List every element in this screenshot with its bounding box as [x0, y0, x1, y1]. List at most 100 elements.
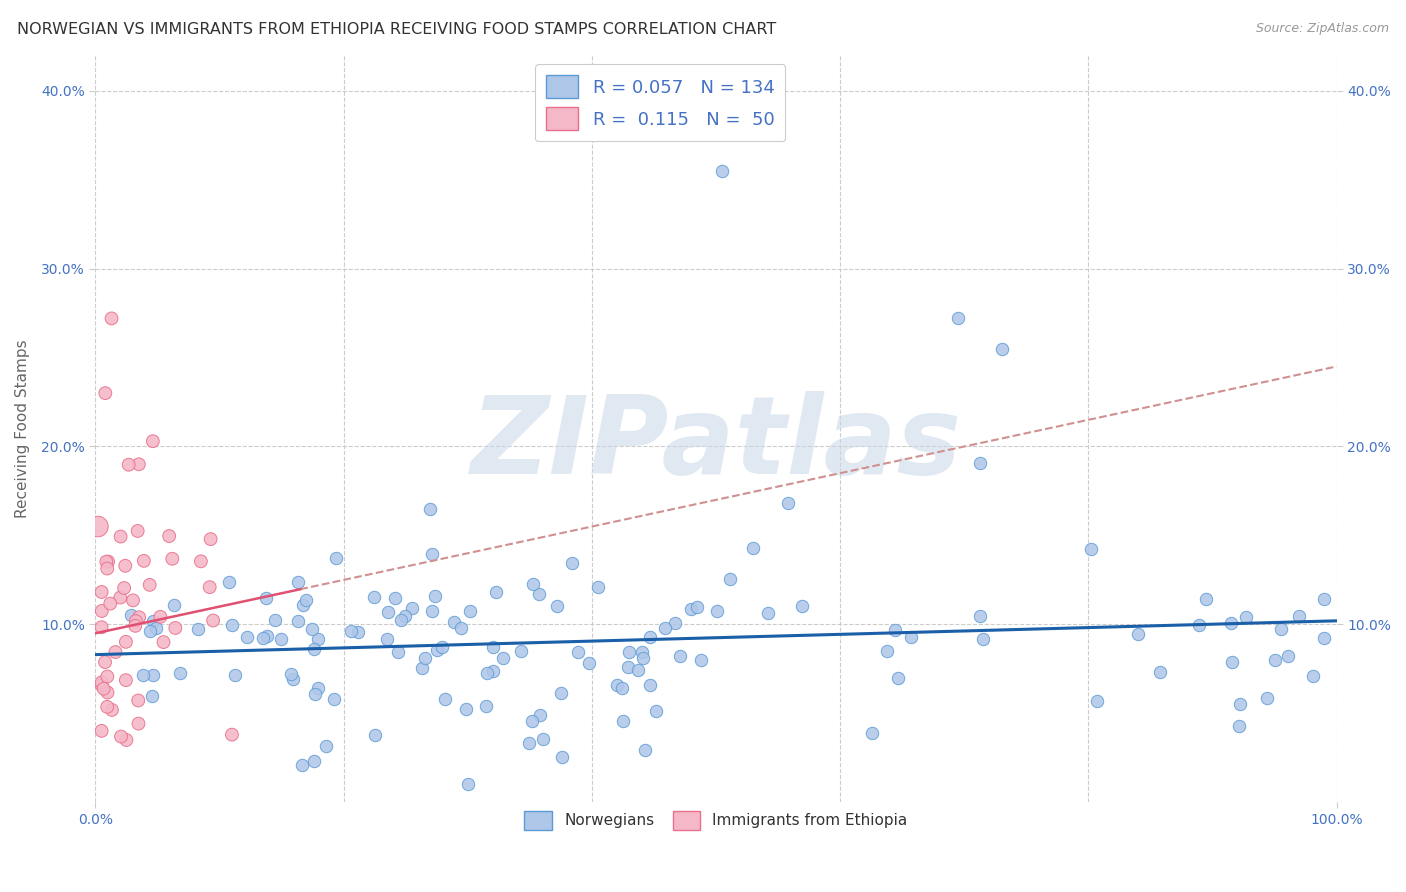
Point	[157, 529, 180, 543]
Point	[1270, 622, 1292, 636]
Point	[200, 532, 222, 546]
Point	[323, 691, 346, 706]
Point	[256, 629, 278, 643]
Point	[292, 598, 315, 612]
Point	[669, 649, 692, 664]
Y-axis label: Receiving Food Stamps: Receiving Food Stamps	[15, 339, 30, 518]
Point	[304, 687, 326, 701]
Point	[529, 708, 551, 723]
Point	[900, 631, 922, 645]
Point	[90, 620, 112, 634]
Point	[96, 555, 118, 569]
Point	[169, 665, 191, 680]
Point	[1313, 592, 1336, 607]
Point	[110, 591, 132, 605]
Point	[101, 703, 124, 717]
Point	[627, 663, 650, 677]
Point	[423, 589, 446, 603]
Point	[792, 599, 814, 613]
Point	[884, 623, 907, 637]
Point	[221, 618, 243, 632]
Point	[1149, 665, 1171, 679]
Point	[294, 593, 316, 607]
Point	[612, 714, 634, 728]
Point	[198, 580, 221, 594]
Point	[115, 733, 138, 747]
Point	[969, 456, 991, 470]
Point	[1188, 617, 1211, 632]
Point	[454, 702, 477, 716]
Point	[420, 605, 443, 619]
Point	[132, 668, 155, 682]
Point	[567, 645, 589, 659]
Point	[742, 541, 765, 556]
Point	[443, 615, 465, 629]
Point	[90, 604, 112, 618]
Point	[433, 691, 456, 706]
Point	[98, 597, 121, 611]
Point	[152, 635, 174, 649]
Point	[1288, 609, 1310, 624]
Point	[94, 655, 117, 669]
Point	[531, 732, 554, 747]
Point	[218, 575, 240, 590]
Point	[475, 698, 498, 713]
Point	[128, 457, 150, 471]
Point	[190, 554, 212, 568]
Point	[162, 551, 184, 566]
Point	[679, 601, 702, 615]
Point	[638, 631, 661, 645]
Point	[90, 723, 112, 738]
Point	[389, 614, 412, 628]
Point	[718, 573, 741, 587]
Point	[115, 635, 138, 649]
Point	[619, 645, 641, 659]
Point	[527, 587, 550, 601]
Point	[546, 599, 568, 614]
Point	[291, 758, 314, 772]
Point	[187, 622, 209, 636]
Point	[307, 632, 329, 647]
Point	[115, 673, 138, 688]
Point	[686, 599, 709, 614]
Point	[450, 621, 472, 635]
Point	[364, 728, 387, 742]
Point	[283, 672, 305, 686]
Point	[457, 777, 479, 791]
Point	[96, 669, 118, 683]
Point	[339, 624, 361, 638]
Point	[347, 624, 370, 639]
Point	[270, 632, 292, 647]
Point	[1220, 615, 1243, 630]
Point	[413, 651, 436, 665]
Point	[142, 668, 165, 682]
Point	[315, 739, 337, 754]
Point	[90, 675, 112, 690]
Point	[87, 519, 110, 533]
Point	[633, 650, 655, 665]
Point	[1195, 591, 1218, 606]
Point	[990, 342, 1012, 356]
Point	[142, 614, 165, 628]
Point	[387, 645, 409, 659]
Point	[634, 743, 657, 757]
Point	[517, 735, 540, 749]
Point	[616, 659, 638, 673]
Point	[301, 622, 323, 636]
Legend: Norwegians, Immigrants from Ethiopia: Norwegians, Immigrants from Ethiopia	[519, 805, 914, 836]
Point	[221, 728, 243, 742]
Point	[127, 693, 149, 707]
Point	[776, 496, 799, 510]
Point	[132, 554, 155, 568]
Point	[375, 632, 398, 646]
Point	[425, 643, 447, 657]
Point	[711, 163, 734, 178]
Point	[254, 591, 277, 605]
Point	[578, 656, 600, 670]
Point	[263, 613, 285, 627]
Point	[401, 600, 423, 615]
Point	[145, 621, 167, 635]
Point	[756, 607, 779, 621]
Point	[432, 640, 454, 655]
Point	[860, 726, 883, 740]
